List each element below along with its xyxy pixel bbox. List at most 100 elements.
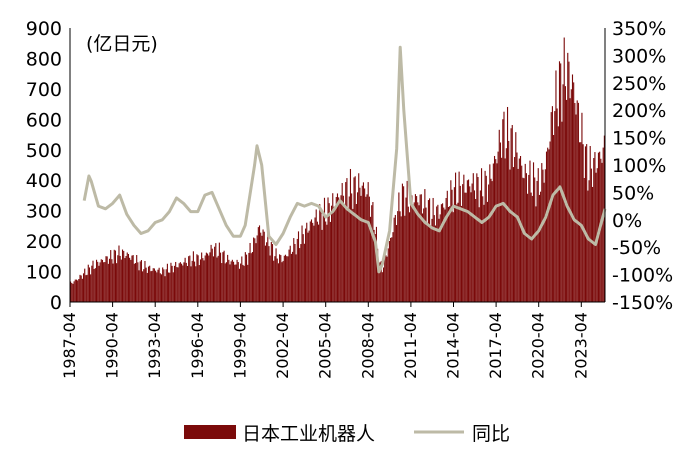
bar: [462, 184, 464, 302]
bar: [284, 254, 287, 302]
bar: [490, 178, 492, 302]
bar: [308, 230, 310, 302]
bar: [80, 275, 82, 302]
y-right-tick-label: 0%: [612, 210, 642, 232]
bar: [293, 238, 295, 302]
bar: [446, 190, 448, 302]
bar: [477, 177, 479, 302]
x-tick-label: 1999-04: [230, 312, 249, 379]
bar: [453, 187, 455, 302]
x-tick-label: 2008-04: [358, 312, 377, 379]
bar: [365, 196, 367, 302]
bar: [91, 265, 93, 302]
bar: [305, 228, 307, 302]
bar: [381, 272, 383, 302]
bar: [449, 206, 451, 302]
bar: [488, 184, 490, 302]
bar: [126, 252, 128, 302]
bar: [555, 70, 557, 302]
x-tick-label: 1993-04: [145, 312, 164, 379]
bar: [97, 261, 99, 302]
bar: [134, 263, 137, 302]
bar: [276, 258, 278, 302]
bar: [223, 250, 225, 302]
bar: [361, 185, 363, 302]
bar: [117, 255, 119, 302]
bar: [489, 164, 491, 302]
bar: [353, 177, 355, 302]
bar: [326, 224, 328, 302]
bar: [413, 202, 415, 302]
bar: [228, 259, 230, 302]
bar: [403, 186, 405, 302]
bar: [498, 129, 500, 302]
bar: [306, 222, 308, 302]
bar: [236, 259, 238, 302]
bar: [460, 205, 463, 302]
bar: [218, 242, 220, 302]
bar: [203, 260, 205, 302]
bar: [558, 61, 561, 302]
bar: [196, 254, 198, 302]
bar: [372, 202, 374, 302]
bar: [71, 282, 73, 302]
bar: [529, 160, 531, 302]
bar: [189, 255, 191, 302]
bar: [421, 213, 424, 302]
bar: [437, 204, 439, 302]
bar: [86, 274, 88, 302]
y-left-tick-label: 900: [26, 18, 62, 40]
bar: [368, 196, 370, 302]
bar: [181, 263, 183, 302]
bar: [563, 37, 565, 302]
bar: [303, 243, 305, 302]
bar: [183, 262, 185, 302]
y-axis-right-ticks: 350% 300% 250% 200% 150% 100% 50% 0% -50% -100% -1…: [612, 18, 673, 314]
x-tick-label: 2023-04: [571, 312, 590, 379]
bar: [243, 265, 245, 302]
bar: [242, 264, 244, 302]
bar: [391, 237, 393, 302]
bar: [94, 268, 96, 302]
bar: [470, 192, 472, 302]
bar: [162, 267, 164, 302]
bar: [245, 254, 248, 302]
bar: [138, 270, 140, 302]
y-axis-left-ticks: 900 800 700 600 500 400 300 200 100 0: [26, 18, 62, 314]
bar: [217, 255, 219, 302]
bar: [204, 255, 206, 302]
bar: [532, 162, 535, 302]
bar: [274, 256, 276, 302]
bar: [414, 194, 416, 302]
bar: [506, 106, 509, 302]
bar: [385, 255, 387, 302]
x-tick-label: 2020-04: [529, 312, 548, 379]
bar: [210, 244, 212, 302]
bar: [172, 272, 174, 302]
bar: [392, 232, 394, 302]
bar: [244, 252, 246, 302]
bar: [583, 177, 585, 302]
y-left-tick-label: 500: [26, 140, 62, 162]
bar: [232, 261, 235, 302]
bar: [399, 211, 401, 302]
bar: [531, 195, 533, 302]
bar: [192, 251, 194, 302]
x-tick-label: 2011-04: [401, 312, 420, 379]
bar: [473, 190, 476, 302]
y-right-tick-label: 200%: [612, 100, 666, 122]
bar: [325, 221, 327, 302]
bar: [472, 173, 474, 302]
bar: [425, 207, 427, 302]
bar: [201, 252, 203, 302]
bar: [551, 106, 553, 302]
bar: [371, 205, 373, 302]
bar: [263, 231, 265, 302]
bar: [149, 265, 151, 302]
bar: [253, 237, 255, 302]
bar: [456, 204, 458, 302]
bar: [451, 189, 453, 302]
bar: [509, 169, 511, 302]
x-tick-label: 1987-04: [60, 312, 79, 379]
